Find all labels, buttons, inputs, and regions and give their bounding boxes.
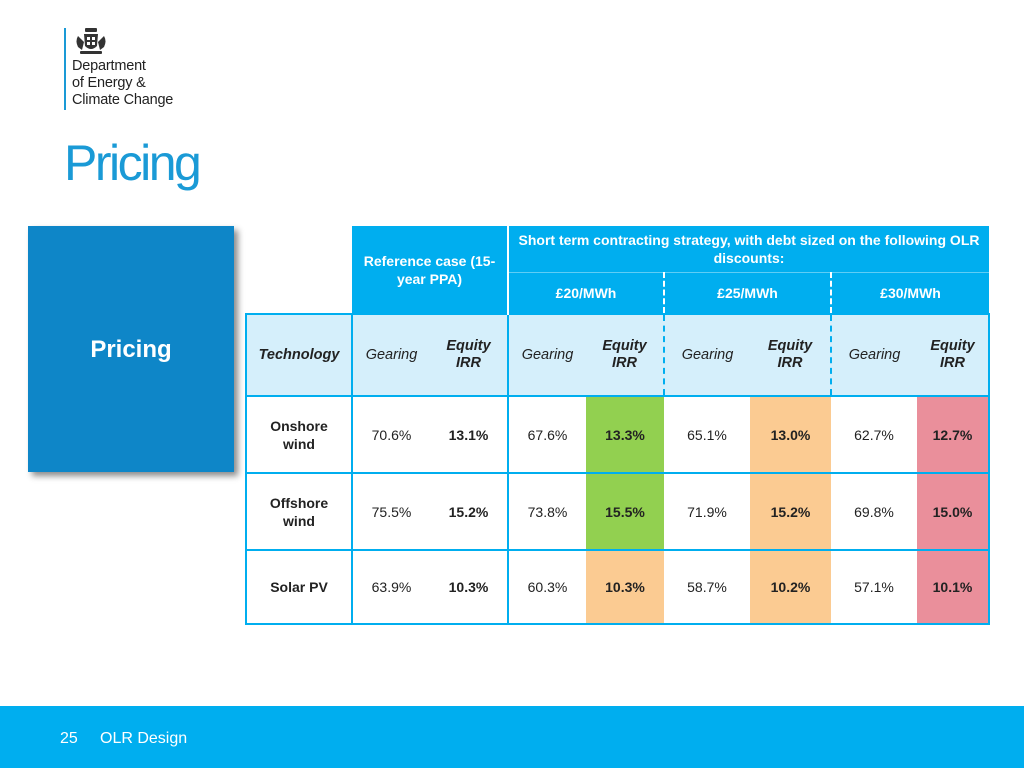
discount-header: £25/MWh	[663, 271, 831, 314]
gearing-cell: 73.8%	[507, 473, 586, 551]
page-number: 25	[60, 730, 78, 747]
equity-irr-cell: 10.3%	[586, 550, 664, 625]
strategy-header: Short term contracting strategy, with de…	[508, 226, 989, 272]
table-row: Offshore wind 75.5% 15.2% 73.8% 15.5% 71…	[245, 473, 990, 551]
equity-irr-label: Equity IRR	[602, 338, 647, 371]
table-corner	[246, 226, 352, 314]
equity-irr-cell: 10.3%	[430, 550, 508, 625]
section-box: Pricing	[28, 226, 234, 472]
column-header-equity-irr: Equity IRR	[917, 313, 990, 397]
gearing-cell: 67.6%	[507, 396, 586, 474]
reference-case-label: Reference case (15-year PPA)	[363, 252, 496, 287]
technology-label: Offshore wind	[269, 494, 329, 529]
equity-irr-cell: 15.2%	[750, 473, 831, 551]
equity-irr-cell: 13.3%	[586, 396, 664, 474]
gearing-cell: 71.9%	[664, 473, 750, 551]
equity-irr-cell: 15.0%	[917, 473, 990, 551]
column-header-technology: Technology	[245, 313, 352, 397]
footer-bar: 25 OLR Design	[0, 706, 1024, 768]
technology-cell: Solar PV	[245, 550, 352, 625]
strategy-label: Short term contracting strategy, with de…	[518, 231, 980, 266]
gearing-cell: 58.7%	[664, 550, 750, 625]
technology-cell: Onshore wind	[245, 396, 352, 474]
technology-cell: Offshore wind	[245, 473, 352, 551]
technology-label: Solar PV	[270, 579, 328, 595]
department-logo: Department of Energy & Climate Change	[64, 28, 173, 110]
equity-irr-cell: 13.1%	[430, 396, 508, 474]
equity-irr-label: Equity IRR	[930, 338, 975, 371]
discount-header: £20/MWh	[508, 271, 664, 314]
royal-crest-icon	[76, 28, 106, 54]
gearing-cell: 63.9%	[351, 550, 430, 625]
gearing-cell: 60.3%	[507, 550, 586, 625]
equity-irr-cell: 10.1%	[917, 550, 990, 625]
gearing-cell: 62.7%	[831, 396, 917, 474]
gearing-cell: 65.1%	[664, 396, 750, 474]
logo-line: Climate Change	[72, 92, 174, 108]
equity-irr-cell: 15.5%	[586, 473, 664, 551]
technology-label: Onshore wind	[270, 417, 328, 452]
equity-irr-cell: 12.7%	[917, 396, 990, 474]
table-row: Onshore wind 70.6% 13.1% 67.6% 13.3% 65.…	[245, 396, 990, 474]
equity-irr-cell: 13.0%	[750, 396, 831, 474]
footer-label: OLR Design	[100, 730, 188, 747]
table-row: Solar PV 63.9% 10.3% 60.3% 10.3% 58.7% 1…	[245, 550, 990, 625]
column-header-equity-irr: Equity IRR	[750, 313, 831, 397]
logo-line: of Energy &	[72, 75, 146, 91]
column-header-equity-irr: Equity IRR	[430, 313, 508, 397]
pricing-table: Reference case (15-year PPA) Short term …	[245, 226, 990, 625]
gearing-cell: 57.1%	[831, 550, 917, 625]
column-header-gearing: Gearing	[351, 313, 430, 397]
equity-irr-cell: 15.2%	[430, 473, 508, 551]
page-title: Pricing	[64, 135, 202, 191]
column-header-gearing: Gearing	[507, 313, 586, 397]
column-header-gearing: Gearing	[663, 313, 750, 397]
discount-header: £30/MWh	[830, 271, 989, 314]
department-name: Department of Energy & Climate Change	[72, 58, 212, 109]
gearing-cell: 75.5%	[351, 473, 430, 551]
logo-line: Department	[72, 58, 146, 74]
column-header-gearing: Gearing	[830, 313, 917, 397]
gearing-cell: 69.8%	[831, 473, 917, 551]
equity-irr-label: Equity IRR	[446, 338, 491, 371]
reference-case-header: Reference case (15-year PPA)	[352, 226, 509, 314]
equity-irr-cell: 10.2%	[750, 550, 831, 625]
column-header-equity-irr: Equity IRR	[586, 313, 664, 397]
gearing-cell: 70.6%	[351, 396, 430, 474]
equity-irr-label: Equity IRR	[767, 338, 813, 371]
section-box-label: Pricing	[90, 336, 172, 363]
